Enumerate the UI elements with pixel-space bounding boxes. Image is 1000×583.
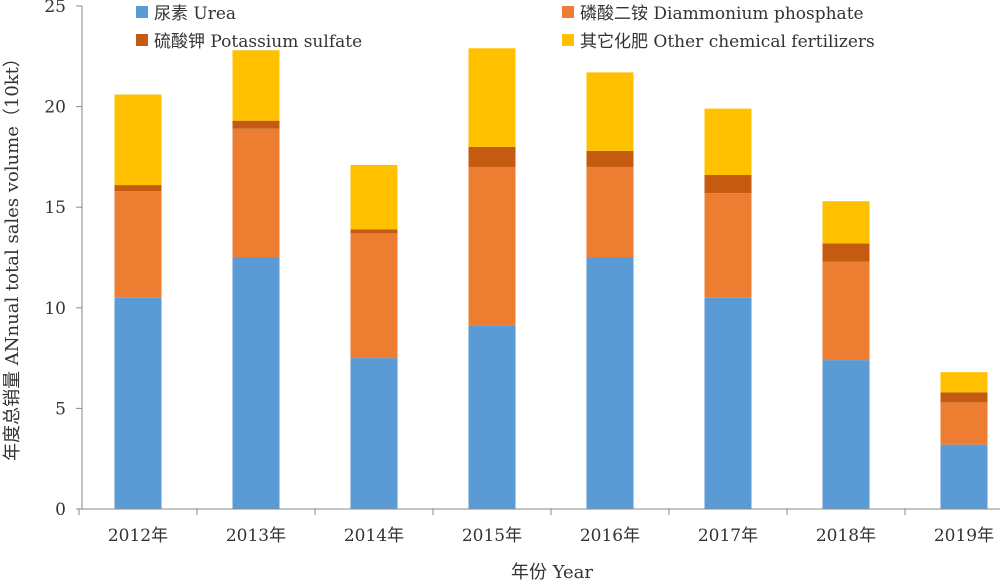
x-tick-label: 2013年: [226, 526, 286, 546]
x-tick-label: 2019年: [934, 526, 994, 546]
y-tick-label: 5: [55, 399, 66, 419]
y-ticks-layer: 0 5 10 15 20 25: [44, 0, 82, 520]
x-tick-label: 2012年: [108, 526, 168, 546]
x-tick-label: 2015年: [462, 526, 522, 546]
x-tick-label: 2016年: [580, 526, 640, 546]
bar-segment: [586, 166, 634, 258]
y-tick-label: 20: [44, 98, 66, 118]
y-tick-label: 15: [44, 198, 66, 218]
legend-swatch: [562, 34, 574, 46]
legend-label: 磷酸二铵 Diammonium phosphate: [580, 4, 864, 24]
bar-segment: [114, 94, 162, 186]
bar-segment: [232, 50, 280, 121]
bar-segment: [350, 164, 398, 230]
x-axis-title: 年份 Year: [511, 562, 593, 583]
bar-segment: [586, 257, 634, 509]
bar-segment: [468, 325, 516, 509]
bar-segment: [232, 257, 280, 509]
x-tick-label: 2014年: [344, 526, 404, 546]
bar-segment: [822, 360, 870, 509]
y-axis-title: 年度总销量 ANnual total sales volume（10kt）: [2, 49, 23, 461]
bar-segment: [822, 201, 870, 244]
legend-label: 其它化肥 Other chemical fertilizers: [580, 32, 875, 52]
bar-segment: [468, 48, 516, 147]
bar-segment: [940, 392, 988, 403]
x-tick-label: 2017年: [698, 526, 758, 546]
y-tick-label: 0: [55, 500, 66, 520]
bar-segment: [940, 372, 988, 393]
bar-segment: [350, 233, 398, 359]
bar-segment: [940, 402, 988, 445]
bar-segment: [822, 243, 870, 262]
bar-segment: [468, 146, 516, 167]
legend-swatch: [562, 6, 574, 18]
bar-segment: [350, 358, 398, 509]
bar-segment: [468, 166, 516, 326]
bar-segment: [586, 150, 634, 167]
bar-segment: [586, 72, 634, 151]
legend: 尿素 Urea 磷酸二铵 Diammonium phosphate 硫酸钾 Pota…: [136, 4, 875, 52]
bars-layer: [114, 48, 988, 509]
legend-swatch: [136, 6, 148, 18]
bar-segment: [704, 297, 752, 509]
bar-segment: [114, 185, 162, 192]
bar-segment: [350, 229, 398, 234]
y-tick-label: 25: [44, 0, 66, 17]
bar-segment: [940, 444, 988, 509]
bar-segment: [232, 128, 280, 258]
bar-segment: [232, 120, 280, 129]
legend-label: 尿素 Urea: [154, 4, 236, 24]
legend-swatch: [136, 34, 148, 46]
bar-segment: [704, 193, 752, 298]
y-tick-label: 10: [44, 299, 66, 319]
x-tick-label: 2018年: [816, 526, 876, 546]
bar-segment: [704, 175, 752, 194]
legend-label: 硫酸钾 Potassium sulfate: [154, 32, 362, 52]
x-ticks-layer: 2012年 2013年 2014年 2015年 2016年 2017年 2018年 2019年: [78, 509, 994, 546]
bar-segment: [114, 191, 162, 298]
bar-segment: [822, 261, 870, 361]
bar-segment: [114, 297, 162, 509]
bar-segment: [704, 108, 752, 176]
